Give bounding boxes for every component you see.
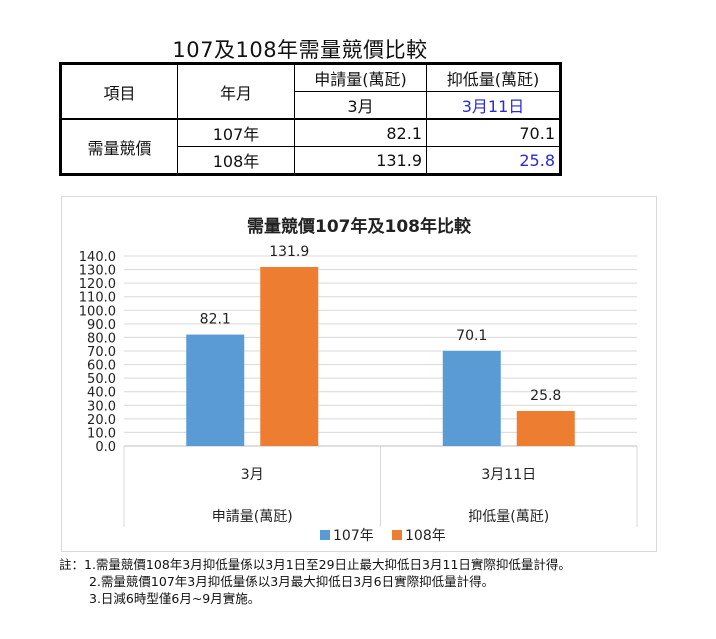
y-tick-label: 90.0 (87, 318, 116, 333)
x-category-label: 3月 (241, 467, 264, 483)
cell-suppress: 25.8 (426, 146, 561, 175)
x-group-label: 申請量(萬瓩) (212, 509, 293, 525)
note-2: 2.需量競價107年3月抑低量係以3月最大抑低日3月6日實際抑低量計得。 (89, 574, 495, 589)
y-tick-label: 140.0 (79, 250, 116, 265)
header-apply: 申請量(萬瓩) (294, 63, 427, 92)
data-label: 131.9 (269, 244, 309, 260)
data-label: 82.1 (200, 312, 231, 328)
y-tick-label: 50.0 (87, 372, 116, 387)
header-suppress: 抑低量(萬瓩) (426, 63, 561, 92)
header-year-month: 年月 (177, 63, 295, 120)
chart-title: 需量競價107年及108年比較 (247, 216, 472, 237)
y-tick-label: 80.0 (87, 331, 116, 346)
data-label: 70.1 (456, 328, 487, 344)
y-tick-label: 10.0 (87, 426, 116, 441)
row-year: 107年 (177, 118, 295, 147)
y-tick-label: 70.0 (87, 345, 116, 360)
y-tick-label: 0.0 (95, 440, 116, 455)
row-group-label: 需量競價 (60, 118, 178, 175)
cell-suppress: 70.1 (426, 118, 561, 147)
footnotes: 註：1.需量競價108年3月抑低量係以3月1日至29日止最大抑低日3月11日實際… (59, 556, 571, 607)
y-tick-label: 60.0 (87, 359, 116, 374)
legend-swatch (392, 530, 402, 540)
legend-label: 108年 (405, 528, 446, 544)
bar (442, 350, 501, 446)
note-1: 註：1.需量競價108年3月抑低量係以3月1日至29日止最大抑低日3月11日實際… (59, 557, 571, 572)
note-3: 3.日減6時型僅6月~9月實施。 (89, 591, 261, 606)
y-tick-label: 100.0 (79, 304, 116, 319)
x-group-label: 抑低量(萬瓩) (468, 509, 549, 525)
bar (186, 334, 245, 446)
header-apply-month: 3月 (294, 91, 427, 120)
y-tick-label: 110.0 (79, 291, 116, 306)
x-category-label: 3月11日 (481, 467, 536, 483)
bar-chart: 需量競價107年及108年比較 0.010.020.030.040.050.060… (79, 216, 638, 544)
bar (260, 266, 319, 446)
y-tick-label: 130.0 (79, 264, 116, 279)
header-suppress-date: 3月11日 (426, 91, 561, 120)
row-year: 108年 (177, 146, 295, 175)
page-title: 107及108年需量競價比較 (172, 38, 428, 62)
y-tick-label: 40.0 (87, 386, 116, 401)
y-tick-label: 120.0 (79, 277, 116, 292)
cell-apply: 131.9 (294, 146, 427, 175)
y-tick-label: 20.0 (87, 413, 116, 428)
y-tick-label: 30.0 (87, 399, 116, 414)
legend-label: 107年 (333, 528, 374, 544)
data-label: 25.8 (530, 388, 561, 404)
chart-container: 需量競價107年及108年比較 0.0 10.0 20.0 30.0 40.0 50.0 60… (61, 196, 657, 552)
legend-swatch (320, 530, 330, 540)
header-item: 項目 (60, 63, 178, 120)
cell-apply: 82.1 (294, 118, 427, 147)
comparison-table: 項目 年月 申請量(萬瓩) 抑低量(萬瓩) 3月 3月11日 需量競價 107年… (59, 62, 562, 176)
bar (516, 410, 575, 446)
